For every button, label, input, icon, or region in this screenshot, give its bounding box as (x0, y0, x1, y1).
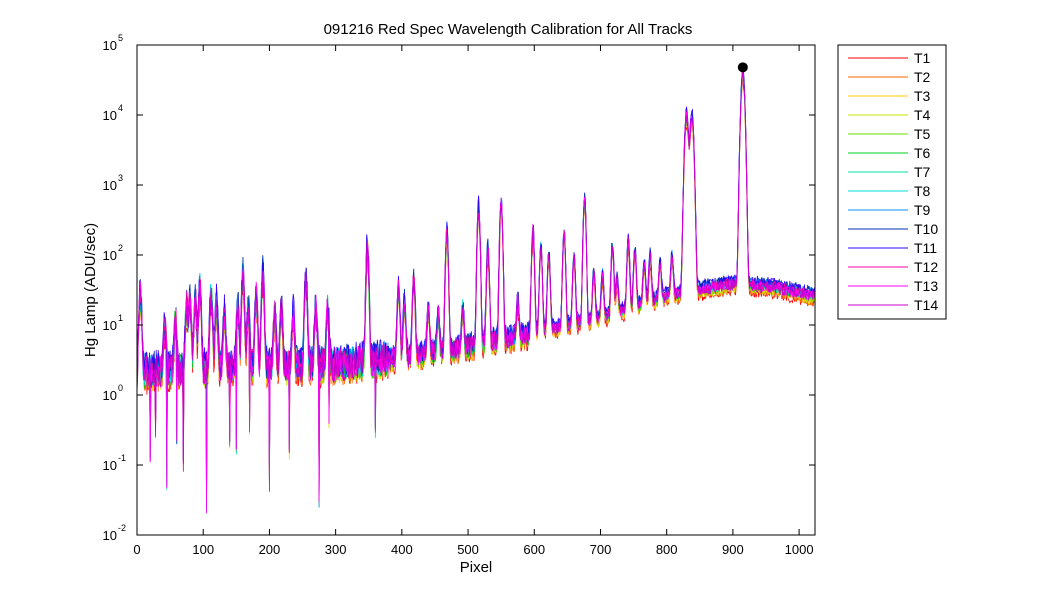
legend-label: T4 (914, 107, 931, 123)
legend-label: T13 (914, 278, 938, 294)
y-tick-exponent: 2 (118, 243, 123, 253)
legend: T1 T2 T3 T4 T5 T6 T7 T8 T9 T10 T11 T12 T13 T14 (848, 50, 938, 313)
y-tick-base: 10 (103, 318, 117, 333)
x-axis-title: Pixel (460, 559, 493, 576)
series-line-t14 (137, 70, 815, 465)
x-tick-label: 700 (590, 542, 612, 557)
legend-label: T12 (914, 259, 938, 275)
x-tick-label: 200 (259, 542, 281, 557)
x-tick-label: 500 (457, 542, 479, 557)
x-tick-label: 100 (192, 542, 214, 557)
legend-label: T14 (914, 297, 938, 313)
x-tick-label: 300 (325, 542, 347, 557)
y-tick-base: 10 (103, 528, 117, 543)
chart-title: 091216 Red Spec Wavelength Calibration f… (324, 21, 693, 38)
x-tick-label: 0 (133, 542, 140, 557)
legend-label: T11 (914, 240, 937, 256)
x-tick-label: 900 (722, 542, 744, 557)
y-tick-base: 10 (103, 108, 117, 123)
x-axis: 0 100 200 300 400 500 600 700 800 900 1000 (133, 45, 814, 557)
y-tick-base: 10 (103, 388, 117, 403)
legend-label: T3 (914, 88, 931, 104)
x-tick-label: 600 (523, 542, 545, 557)
y-tick-base: 10 (103, 248, 117, 263)
y-tick-base: 10 (103, 178, 117, 193)
legend-label: T6 (914, 145, 931, 161)
x-tick-label: 1000 (785, 542, 814, 557)
y-tick-base: 10 (103, 458, 117, 473)
peak-marker-group (737, 62, 748, 73)
legend-label: T10 (914, 221, 938, 237)
legend-label: T1 (914, 50, 931, 66)
y-axis-title: Hg Lamp (ADU/sec) (82, 223, 99, 357)
y-tick-exponent: 4 (118, 103, 123, 113)
legend-box (837, 44, 947, 320)
y-tick-base: 10 (103, 38, 117, 53)
x-tick-label: 400 (391, 542, 413, 557)
legend-label: T7 (914, 164, 931, 180)
y-tick-exponent: 1 (118, 313, 123, 323)
y-tick-exponent: -1 (118, 453, 126, 463)
legend-label: T2 (914, 69, 931, 85)
y-tick-exponent: 0 (118, 383, 123, 393)
legend-label: T9 (914, 202, 931, 218)
peak-marker (737, 62, 748, 73)
x-tick-label: 800 (656, 542, 678, 557)
y-tick-exponent: 5 (118, 33, 123, 43)
legend-label: T5 (914, 126, 931, 142)
series-group (137, 69, 815, 514)
y-tick-exponent: 3 (118, 173, 123, 183)
y-tick-exponent: -2 (118, 523, 126, 533)
plot-frame (136, 44, 816, 536)
legend-label: T8 (914, 183, 931, 199)
